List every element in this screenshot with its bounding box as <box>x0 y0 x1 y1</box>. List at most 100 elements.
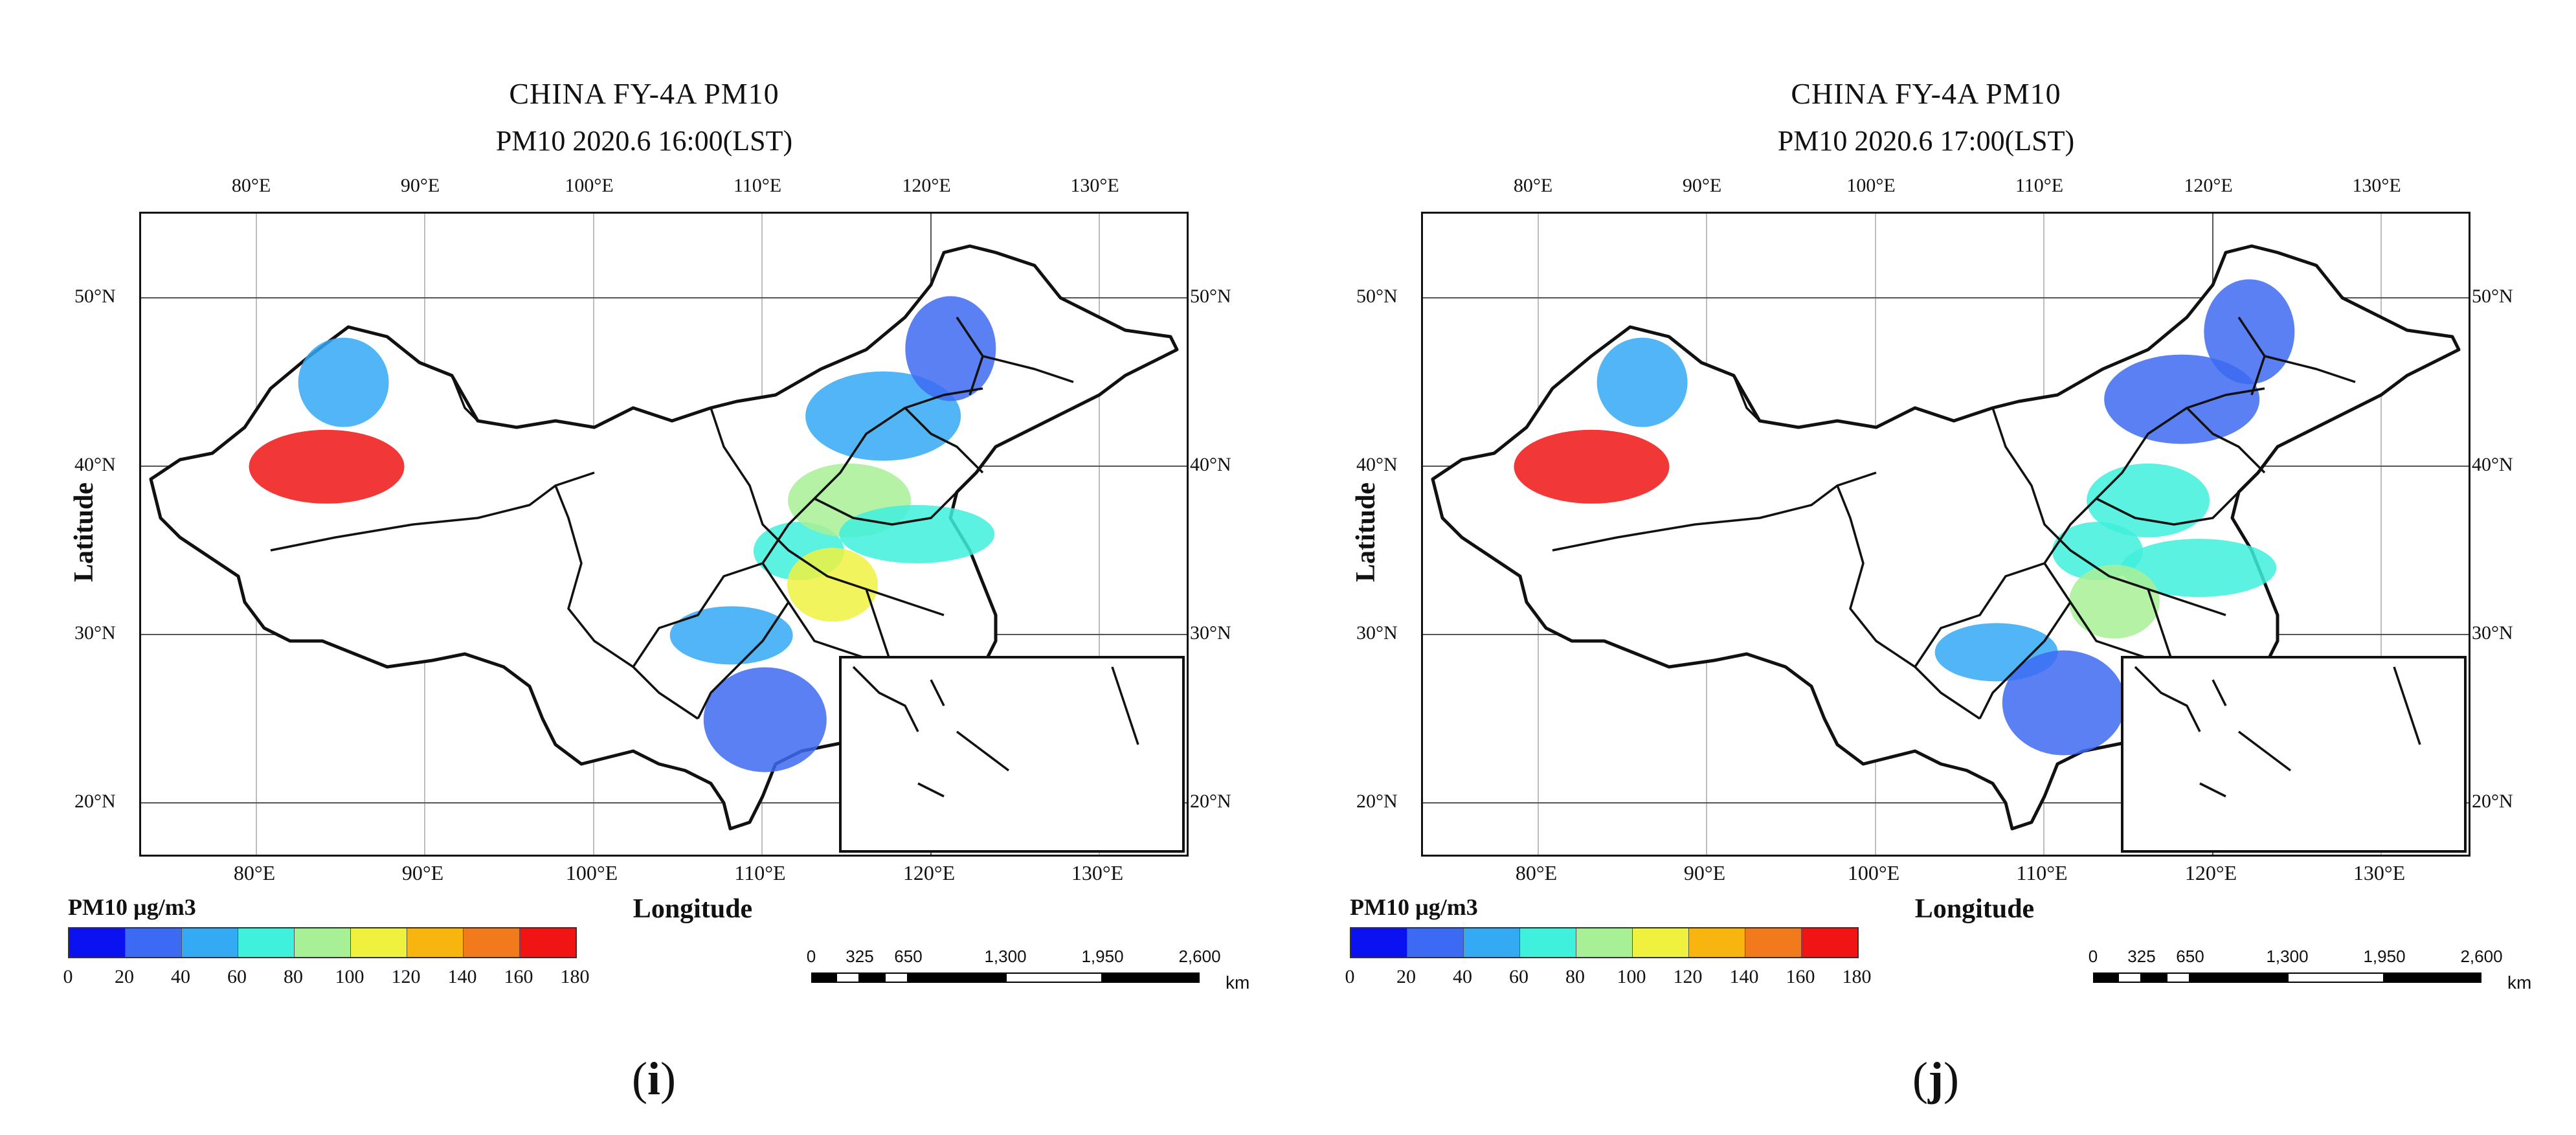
lon-tick-top: 130°E <box>1070 175 1119 196</box>
legend-swatch <box>1802 928 1857 957</box>
lat-tick-right: 20°N <box>1190 791 1231 812</box>
pm10-patch <box>298 337 389 427</box>
province-boundaries <box>270 317 1074 720</box>
legend-title: PM10 µg/m3 <box>1350 894 1478 920</box>
scale-unit: km <box>2507 972 2532 993</box>
legend-swatch <box>407 928 464 957</box>
province-boundaries <box>1552 317 2356 720</box>
lat-tick-left: 20°N <box>74 791 116 812</box>
pm10-patch <box>2087 463 2210 537</box>
lon-tick-bottom: 80°E <box>233 861 276 884</box>
lat-tick-right: 40°N <box>1190 454 1231 475</box>
inset-coast <box>2134 666 2421 798</box>
lat-tick-left: 20°N <box>1356 791 1398 812</box>
scale-unit: km <box>1226 972 1250 993</box>
map-frame <box>139 212 1189 857</box>
lat-tick-left: 30°N <box>74 622 116 644</box>
legend-swatch <box>1520 928 1576 957</box>
pm10-patch <box>703 667 827 772</box>
legend-tick: 160 <box>504 966 533 987</box>
lon-tick-top: 100°E <box>1846 175 1896 196</box>
lon-tick-top: 80°E <box>1513 175 1553 196</box>
pm10-patch <box>2121 539 2277 598</box>
scale-segment <box>2190 972 2287 983</box>
scale-segment <box>836 972 860 983</box>
lon-tick-bottom: 120°E <box>2184 861 2237 884</box>
legend-tick: 80 <box>284 966 303 987</box>
lon-tick-bottom: 130°E <box>1071 861 1124 884</box>
lat-tick-left: 30°N <box>1356 622 1398 644</box>
legend-tick: 20 <box>1396 966 1416 987</box>
lat-tick-left: 50°N <box>74 286 116 307</box>
legend-tick: 160 <box>1786 966 1815 987</box>
legend-swatch <box>1633 928 1689 957</box>
lon-tick-bottom: 100°E <box>1847 861 1900 884</box>
lon-tick-top: 110°E <box>2015 175 2064 196</box>
scale-label: 0 <box>2088 947 2098 966</box>
lon-tick-top: 110°E <box>733 175 782 196</box>
scale-label: 650 <box>2176 947 2204 966</box>
map-title: CHINA FY-4A PM10 <box>1791 77 2061 110</box>
pm10-overlay-j <box>1514 279 2295 756</box>
map-subtitle: PM10 2020.6 16:00(LST) <box>495 125 793 157</box>
scale-segment <box>1005 972 1103 983</box>
lat-tick-left: 50°N <box>1356 286 1398 307</box>
legend-swatch <box>69 928 126 957</box>
scale-segment <box>884 972 908 983</box>
legend-tick: 120 <box>391 966 421 987</box>
pm10-patch <box>1596 337 1688 427</box>
lon-tick-bottom: 130°E <box>2353 861 2406 884</box>
legend-tick: 180 <box>1842 966 1872 987</box>
pm10-patch <box>839 505 995 563</box>
legend-tick: 100 <box>335 966 364 987</box>
legend-swatch <box>520 928 576 957</box>
legend-swatch <box>295 928 351 957</box>
x-axis-label: Longitude <box>633 894 753 924</box>
legend-tick: 60 <box>1509 966 1529 987</box>
color-legend <box>1350 927 1859 958</box>
pm10-patch <box>905 296 996 401</box>
south-sea-inset <box>2121 656 2467 853</box>
lon-tick-top: 80°E <box>231 175 271 196</box>
scale-segment <box>1103 972 1200 983</box>
china-map-svg <box>1423 214 2469 855</box>
china-map-svg <box>141 214 1187 855</box>
scale-segment <box>2142 972 2166 983</box>
legend-tick: 140 <box>447 966 477 987</box>
legend-tick: 80 <box>1565 966 1585 987</box>
pm10-patch <box>2002 650 2125 756</box>
legend-tick: 40 <box>1453 966 1472 987</box>
legend-tick: 180 <box>560 966 590 987</box>
scale-label: 1,950 <box>2363 947 2406 966</box>
y-axis-label: Latitude <box>1351 482 1381 583</box>
scale-segment <box>811 972 836 983</box>
scale-label: 650 <box>894 947 923 966</box>
scale-bar: 0 325 650 1,300 1,950 2,600 km <box>2089 947 2532 1024</box>
legend-swatch <box>1576 928 1633 957</box>
scale-segment <box>2118 972 2142 983</box>
lat-tick-right: 20°N <box>2472 791 2513 812</box>
scale-label: 325 <box>2127 947 2156 966</box>
lon-tick-top: 120°E <box>2184 175 2233 196</box>
lon-tick-bottom: 90°E <box>1683 861 1726 884</box>
legend-swatch <box>464 928 520 957</box>
legend-swatch <box>182 928 238 957</box>
lat-tick-right: 50°N <box>2472 286 2513 307</box>
inset-coast <box>852 666 1139 798</box>
map-panel-j: CHINA FY-4A PM10 PM10 2020.6 17:00(LST) … <box>1282 0 2570 1135</box>
legend-tick: 100 <box>1617 966 1646 987</box>
lon-tick-bottom: 80°E <box>1515 861 1558 884</box>
y-axis-label: Latitude <box>69 482 99 583</box>
legend-tick-row: 0 20 40 60 80 100 120 140 160 180 <box>1345 966 1872 992</box>
legend-tick: 0 <box>63 966 73 987</box>
scale-label: 1,300 <box>2266 947 2309 966</box>
pm10-patch <box>249 429 405 504</box>
lon-tick-bottom: 110°E <box>734 861 786 884</box>
scale-label: 0 <box>806 947 816 966</box>
map-title: CHINA FY-4A PM10 <box>509 77 779 110</box>
legend-title: PM10 µg/m3 <box>68 894 196 920</box>
map-frame <box>1421 212 2470 857</box>
scale-label: 2,600 <box>1178 947 1221 966</box>
scale-bar: 0 325 650 1,300 1,950 2,600 km <box>807 947 1250 1024</box>
legend-tick: 20 <box>115 966 134 987</box>
